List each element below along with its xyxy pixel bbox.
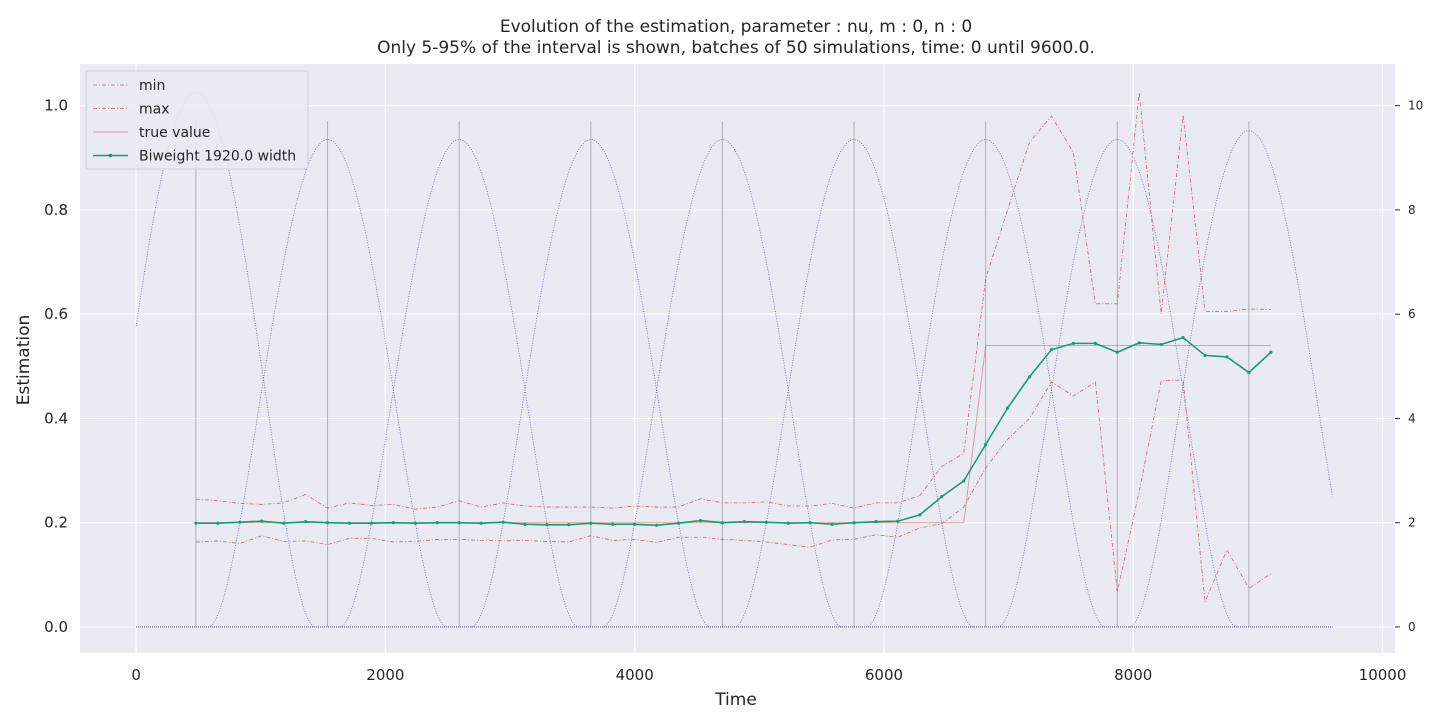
y2-tick-label: 10 <box>1408 99 1423 113</box>
series-point <box>260 519 264 523</box>
legend: min max true value Biweight 1920.0 width <box>85 70 309 170</box>
series-point <box>742 520 746 524</box>
series-point <box>1203 353 1207 357</box>
series-point <box>1225 355 1229 359</box>
kernel-curve <box>602 139 843 628</box>
series-point <box>457 521 461 525</box>
y-tick-labels: 0.0 0.2 0.4 0.6 0.8 1.0 <box>44 97 68 636</box>
series-point <box>720 521 725 525</box>
data-series <box>194 92 1273 603</box>
kernel-curves <box>135 92 1333 628</box>
y2-tick-label: 4 <box>1408 411 1416 425</box>
series-point <box>1006 406 1010 410</box>
series-point <box>216 521 220 525</box>
series-point <box>918 513 922 517</box>
x-tick-label: 0 <box>131 666 141 684</box>
kernel-curve <box>1129 130 1333 628</box>
x-tick-labels: 0 2000 4000 6000 8000 10000 <box>131 666 1406 684</box>
series-point <box>369 521 374 525</box>
series-point <box>962 479 966 483</box>
series-point <box>940 495 944 499</box>
y2-tick-label: 8 <box>1408 203 1416 217</box>
vertical-markers <box>195 121 1250 627</box>
series-point <box>698 519 703 523</box>
series-point <box>545 523 549 527</box>
legend-label: min <box>139 78 165 94</box>
y2-tick-label: 6 <box>1408 307 1416 321</box>
series-point <box>589 521 593 525</box>
series-point <box>435 521 439 525</box>
kernel-curve <box>734 139 974 628</box>
series-point <box>194 521 198 525</box>
series-point <box>611 522 615 526</box>
kernel-curve <box>339 139 579 628</box>
series-point <box>501 520 505 524</box>
y2-tick-label: 2 <box>1408 516 1416 530</box>
kernel-curve <box>471 139 711 628</box>
kernel-curve <box>207 139 448 628</box>
series-point <box>984 442 988 447</box>
kernel-curve <box>997 139 1238 628</box>
chart-title: Evolution of the estimation, parameter :… <box>500 17 972 37</box>
series-point <box>1049 348 1054 352</box>
series-point <box>764 520 768 524</box>
y-tick-label: 0.6 <box>44 305 68 323</box>
series-point <box>633 522 637 526</box>
series-point <box>896 519 900 523</box>
series-point <box>1181 336 1185 340</box>
series-point <box>238 520 242 524</box>
series-point <box>1027 375 1032 379</box>
chart-subtitle: Only 5-95% of the interval is shown, bat… <box>377 38 1095 58</box>
legend-label: Biweight 1920.0 width <box>139 149 296 165</box>
series-point <box>391 521 395 525</box>
y2-tick-labels: 0 2 4 6 8 10 <box>1395 99 1423 634</box>
series-point <box>1137 341 1141 345</box>
series-point <box>413 521 417 525</box>
series-point <box>676 521 681 525</box>
x-tick-label: 2000 <box>366 666 404 684</box>
x-tick-label: 10000 <box>1359 666 1407 684</box>
y-tick-label: 0.0 <box>44 618 68 636</box>
y-tick-label: 1.0 <box>44 97 68 115</box>
series-point <box>523 522 527 526</box>
series-point <box>304 520 308 524</box>
x-axis-label: Time <box>714 690 757 710</box>
x-tick-label: 4000 <box>616 666 654 684</box>
kernel-curve <box>865 139 1106 628</box>
y-tick-label: 0.4 <box>44 409 68 427</box>
series-point <box>1093 341 1097 345</box>
x-tick-label: 6000 <box>865 666 903 684</box>
series-point <box>325 521 330 525</box>
series-point <box>830 522 834 526</box>
series-point <box>655 523 659 527</box>
series-point <box>479 521 483 525</box>
legend-marker <box>108 153 113 158</box>
x-tick-label: 8000 <box>1114 666 1152 684</box>
legend-box <box>85 70 309 170</box>
y2-tick-label: 0 <box>1408 620 1416 634</box>
series-point <box>1159 342 1163 347</box>
series-line-3 <box>195 336 1272 527</box>
y-axis-label: Estimation <box>14 315 34 406</box>
series-point <box>874 520 878 524</box>
series-point <box>1269 350 1273 354</box>
series-point <box>347 521 352 525</box>
series-line-1 <box>195 92 1271 510</box>
series-point <box>808 521 812 525</box>
series-line-0 <box>195 379 1272 603</box>
y-tick-label: 0.8 <box>44 201 68 219</box>
y-tick-label: 0.2 <box>44 514 68 532</box>
series-point <box>282 521 286 525</box>
series-point <box>786 521 790 525</box>
series-point <box>1071 341 1076 345</box>
legend-label: max <box>139 102 170 118</box>
legend-label: true value <box>139 125 210 141</box>
series-point <box>852 521 856 525</box>
series-point <box>1247 370 1251 375</box>
series-point <box>1115 350 1119 354</box>
series-point <box>567 523 571 527</box>
